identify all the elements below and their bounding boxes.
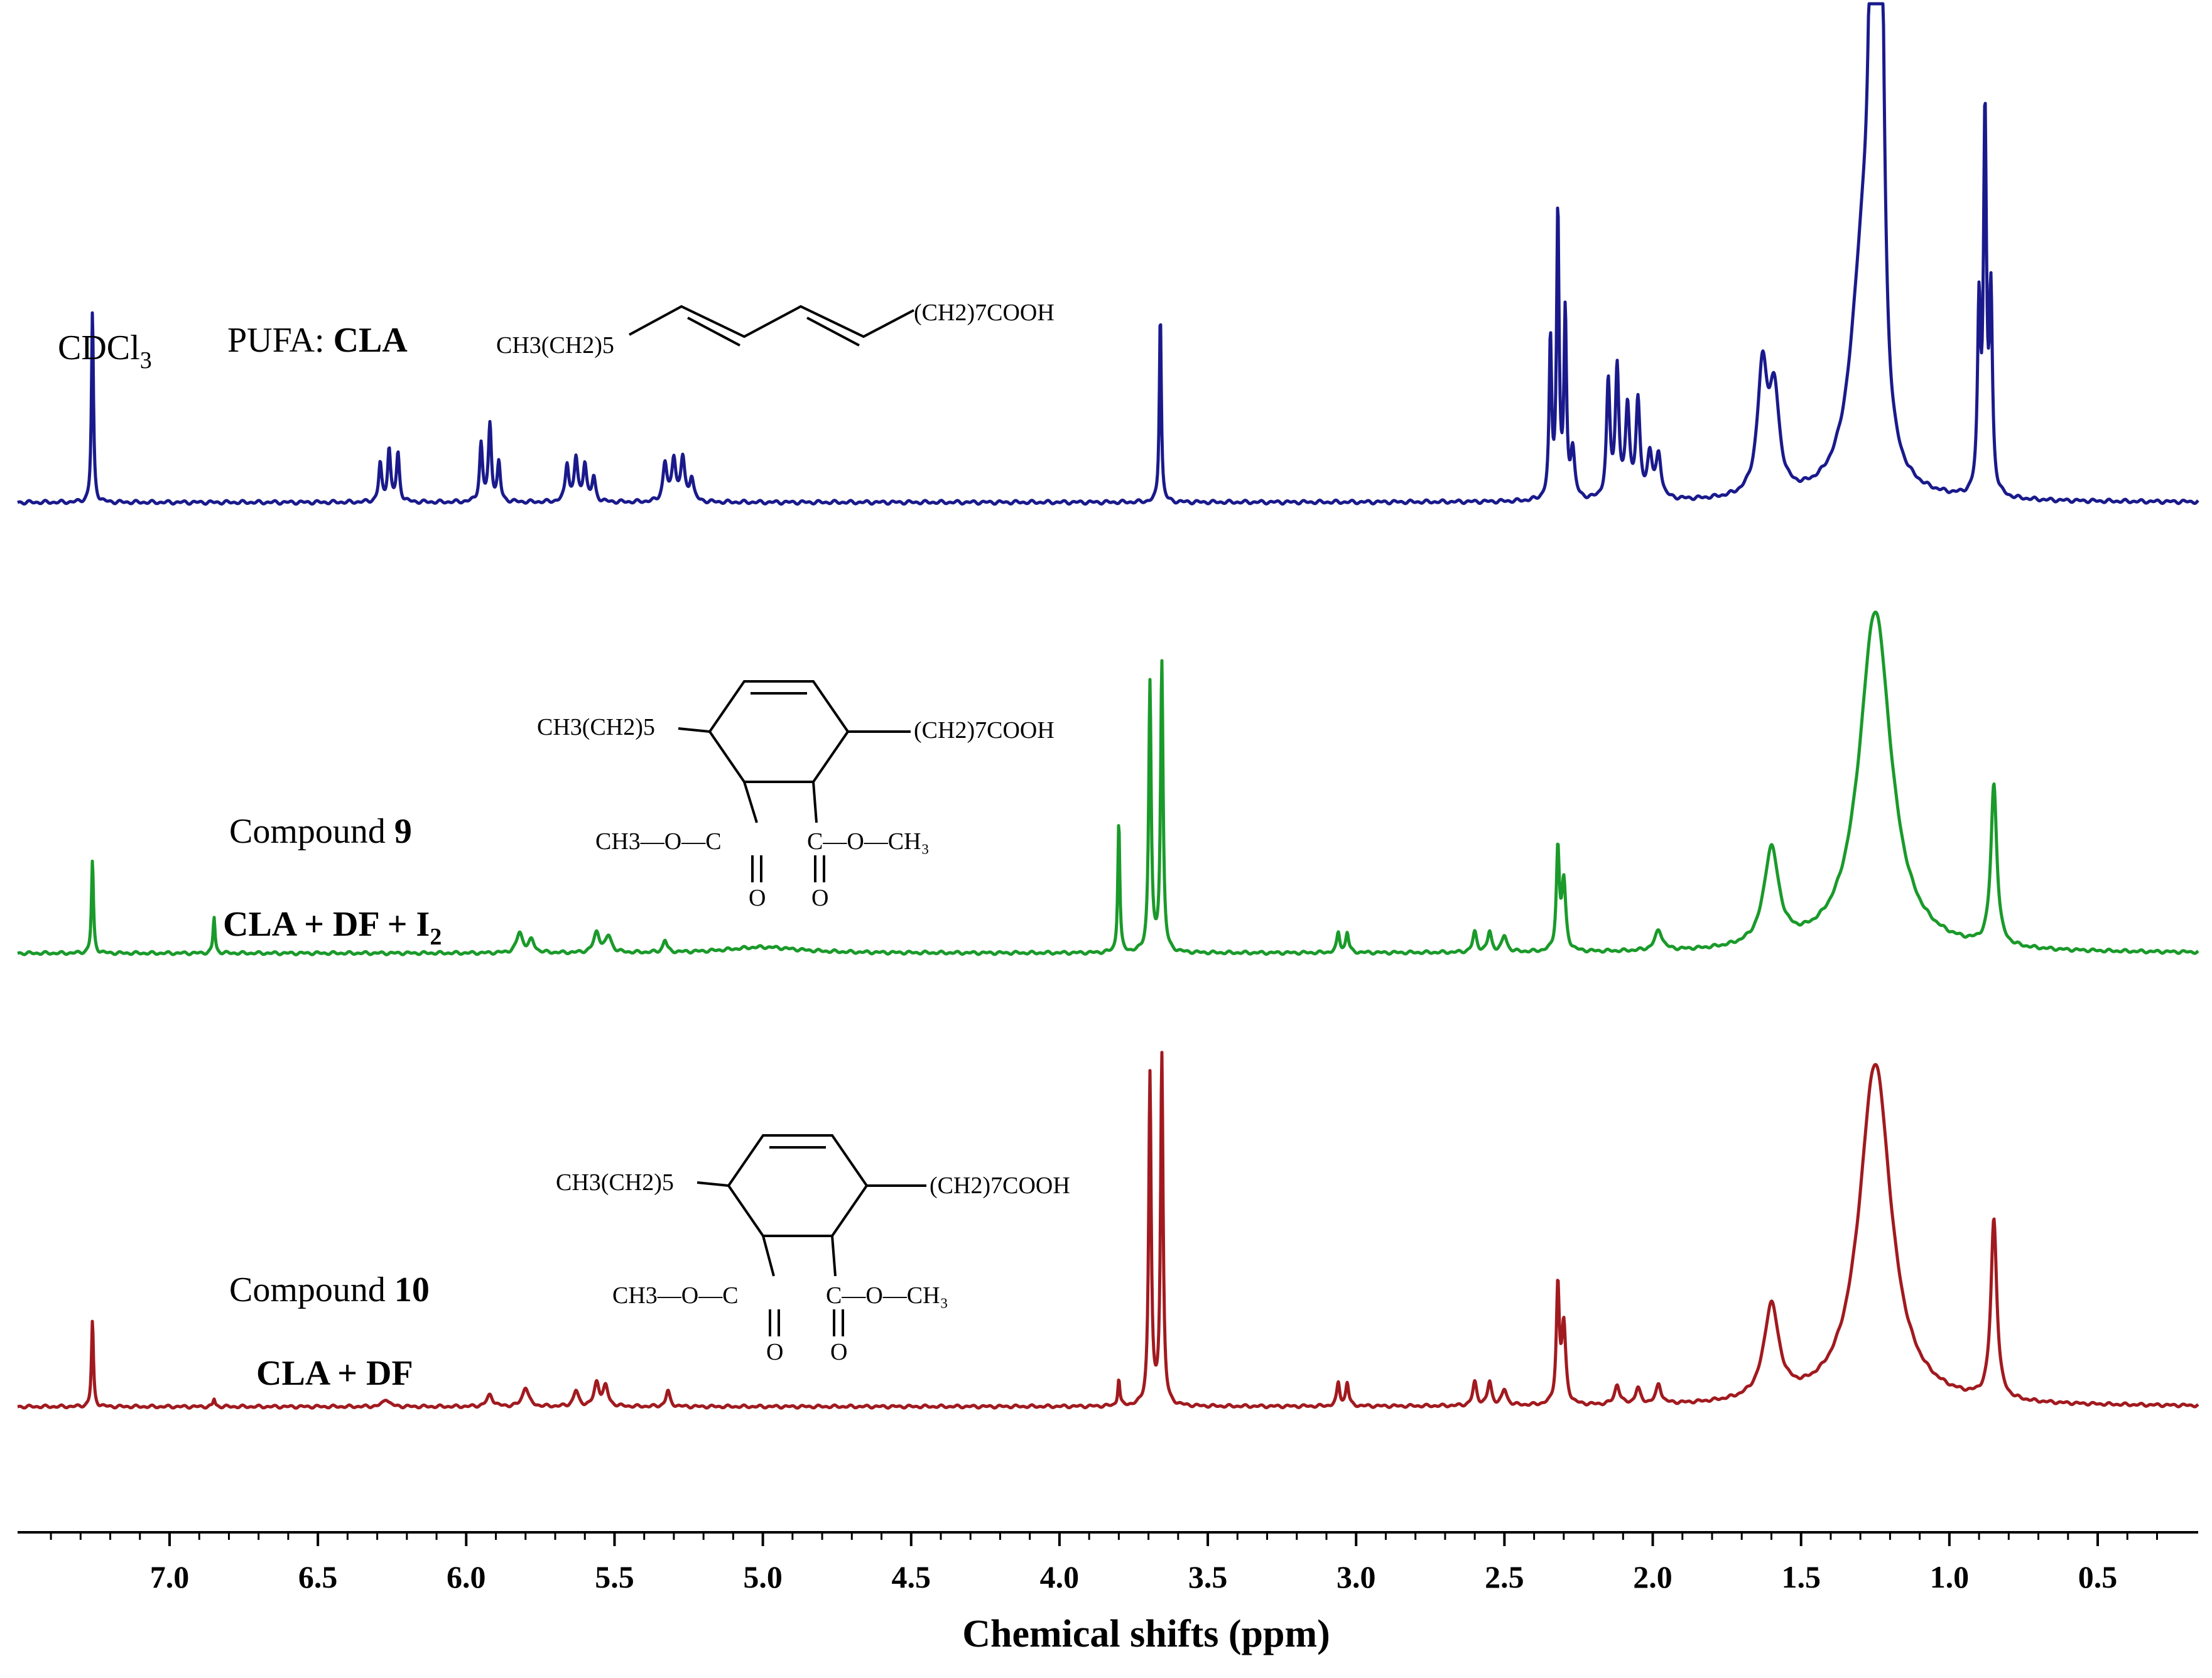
compound-9-ester-bond-1 [743, 781, 758, 823]
svg-text:O: O [749, 885, 766, 911]
reaction-label-compound-9: CLA + DF + I2 [223, 905, 442, 950]
compound-9-ester-right: C—O—CH₃ [807, 828, 930, 855]
cla-double-bond-1 [687, 317, 740, 347]
svg-text:O: O [830, 1339, 847, 1365]
x-tick-label: 1.0 [1930, 1559, 1970, 1594]
cla-structure-left: CH3(CH2)5 [496, 332, 614, 359]
spectrum-trace-compound-9 [16, 610, 2199, 956]
x-tick-label: 5.5 [595, 1559, 634, 1594]
compound-9-left-bond [678, 727, 710, 733]
compound-9-ester-left: CH3—O—C [595, 828, 722, 855]
series-label-compound-10: Compound 10 [229, 1270, 430, 1309]
compound-9-structure: CH3(CH2)5 (CH2)7COOH CH3—O—C C—O—CH₃ O O [537, 680, 1054, 911]
series-label-cla: PUFA: CLA [227, 321, 408, 360]
x-tick-label: 0.5 [2078, 1559, 2118, 1594]
solvent-label: CDCl3 [58, 328, 152, 374]
compound-9-ester-bond-2 [812, 781, 818, 823]
compound-9-structure-right: (CH2)7COOH [914, 717, 1054, 744]
x-tick-label: 4.5 [892, 1559, 931, 1594]
x-tick-label: 2.5 [1485, 1559, 1524, 1594]
x-tick-label: 6.0 [447, 1559, 486, 1594]
spectrum-trace-cla [16, 2, 2199, 506]
compound-9-structure-left: CH3(CH2)5 [537, 714, 655, 740]
cla-structure: CH3(CH2)5 (CH2)7COOH [496, 300, 1054, 359]
svg-text:O: O [811, 885, 828, 911]
compound-10-structure: CH3(CH2)5 (CH2)7COOH CH3—O—C C—O—CH₃ O O [556, 1134, 1070, 1365]
compound-10-structure-left: CH3(CH2)5 [556, 1169, 674, 1196]
x-tick-label: 7.0 [150, 1559, 190, 1594]
compound-10-ester-left: CH3—O—C [612, 1282, 739, 1309]
compound-10-structure-right: (CH2)7COOH [930, 1172, 1070, 1199]
reaction-label-compound-10: CLA + DF [256, 1354, 413, 1393]
cla-structure-right: (CH2)7COOH [914, 300, 1054, 326]
x-tick-label: 2.0 [1633, 1559, 1673, 1594]
compound-9-ring [708, 680, 850, 783]
cla-diene-bonds [629, 305, 914, 338]
x-axis-ticks: 7.0 6.5 6.0 5.5 5.0 4.5 4.0 3.5 3.0 2.5 2.0 1.5 1.0 0… [50, 1532, 2158, 1594]
cla-double-bond-2 [806, 317, 860, 347]
x-tick-label: 3.5 [1188, 1559, 1228, 1594]
x-axis-title: Chemical shifts (ppm) [962, 1613, 1330, 1655]
compound-10-ester-right: C—O—CH₃ [826, 1282, 948, 1309]
series-label-compound-9: Compound 9 [229, 812, 412, 851]
compound-10-left-bond [697, 1181, 729, 1187]
x-tick-label: 1.5 [1781, 1559, 1821, 1594]
x-tick-label: 5.0 [743, 1559, 783, 1594]
svg-text:O: O [766, 1339, 783, 1365]
spectrum-trace-compound-10 [16, 1051, 2199, 1410]
compound-10-ring [727, 1134, 869, 1237]
x-tick-label: 6.5 [298, 1559, 338, 1594]
x-tick-label: 3.0 [1336, 1559, 1376, 1594]
x-tick-label: 4.0 [1040, 1559, 1080, 1594]
